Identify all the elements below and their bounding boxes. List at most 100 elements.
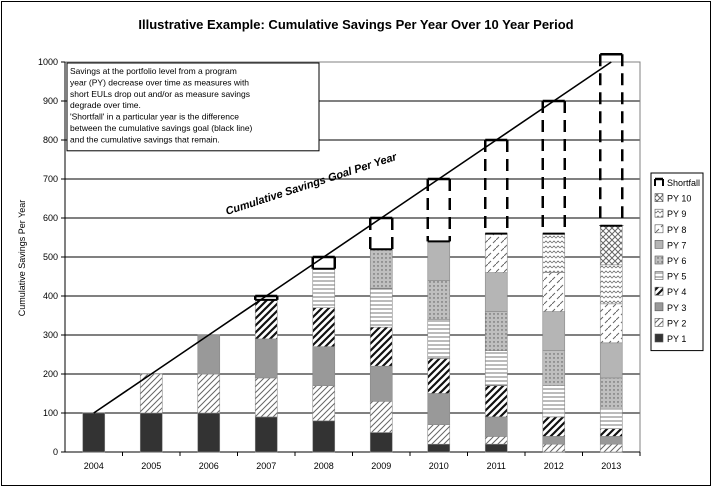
bar-segment-py-1 (197, 412, 221, 453)
legend-swatch (654, 286, 664, 296)
bar-segment-py-9 (599, 264, 623, 305)
legend-swatch (654, 318, 664, 327)
bar-segment-py-2 (484, 436, 508, 445)
legend-label: PY 4 (667, 287, 686, 297)
y-tick-label: 300 (43, 330, 58, 340)
x-tick-label: 2007 (256, 461, 276, 471)
bar-segment-py-4 (254, 299, 278, 340)
bar-segment-py-1 (369, 432, 393, 453)
bar-segment-py-4 (484, 385, 508, 418)
annotation-line: year (PY) decrease over time as measures… (70, 77, 249, 87)
bar-segment-py-5 (427, 319, 451, 359)
y-tick-label: 800 (43, 135, 58, 145)
legend-swatch (654, 224, 664, 234)
legend-item: Shortfall (654, 177, 700, 188)
legend-label: PY 9 (667, 209, 686, 219)
legend-item: PY 8 (654, 224, 686, 235)
bar-segment-py-8 (484, 233, 508, 273)
legend-label: PY 6 (667, 256, 686, 266)
bar-segment-py-1 (312, 420, 336, 453)
stacked-bars (82, 52, 624, 453)
bar-segment-py-3 (369, 365, 393, 402)
legend-swatch (654, 255, 664, 265)
cumulative-goal-line (93, 61, 612, 414)
annotation-line: 'Shortfall' in a particular year is the … (70, 112, 239, 122)
x-tick-label: 2006 (199, 461, 219, 471)
bar-segment-py-6 (542, 350, 566, 387)
bar-segment-py-3 (427, 393, 451, 426)
bar-segment-py-2 (542, 443, 566, 453)
y-tick-label: 600 (43, 213, 58, 223)
y-tick-label: 700 (43, 174, 58, 184)
annotation-line: and the cumulative savings that remain. (70, 134, 220, 144)
bar-segment-py-4 (427, 358, 451, 394)
bar-segment-shortfall (426, 177, 451, 243)
bar-segment-py-1 (139, 412, 163, 453)
bar-segment-py-5 (542, 385, 566, 418)
bar-segment-py-1 (254, 416, 278, 453)
bar-segment-py-5 (312, 268, 336, 309)
legend-item: PY 3 (654, 302, 686, 313)
y-tick-label: 200 (43, 369, 58, 379)
legend-label: PY 2 (667, 318, 686, 328)
bar-segment-shortfall (599, 52, 624, 227)
bar-segment-shortfall (484, 138, 509, 235)
legend-swatch (654, 208, 664, 218)
legend-label: PY 10 (667, 194, 691, 204)
legend-item: PY 6 (654, 255, 686, 266)
bar-segment-shortfall (541, 99, 566, 235)
bar-segment-py-4 (369, 326, 393, 367)
bar-segment-py-2 (197, 373, 221, 414)
legend-label: Shortfall (667, 178, 700, 188)
x-tick-label: 2005 (141, 461, 161, 471)
bar-segment-py-6 (599, 377, 623, 410)
bar-segment-py-3 (312, 346, 336, 387)
bar-segment-py-10 (599, 225, 623, 266)
bar-segment-py-7 (542, 311, 566, 351)
bar-segment-py-3 (254, 338, 278, 379)
bar-segment-py-7 (484, 272, 508, 312)
bar-segment-py-8 (542, 272, 566, 312)
bar-segment-py-2 (369, 400, 393, 433)
bar-segment-py-1 (427, 443, 451, 453)
bar-segment-py-6 (484, 311, 508, 351)
x-tick-label: 2013 (601, 461, 621, 471)
goal-line-path (93, 61, 612, 414)
y-tick-label: 0 (53, 447, 58, 457)
bar-segment-py-1 (484, 443, 508, 453)
bar-segment-py-2 (312, 385, 336, 422)
bar-segment-py-7 (599, 342, 623, 379)
legend-label: PY 7 (667, 240, 686, 250)
annotation-line: Savings at the portfolio level from a pr… (70, 66, 237, 76)
y-axis-ticks: 0 100 200 300 400 500 600 700 800 900 1000 (38, 57, 65, 457)
bar-segment-shortfall (369, 216, 394, 251)
y-tick-label: 900 (43, 96, 58, 106)
bar-segment-py-4 (542, 416, 566, 437)
bar-segment-py-6 (369, 248, 393, 289)
bar-segment-py-2 (254, 377, 278, 418)
bar-segment-py-1 (82, 412, 106, 453)
annotation-box-border (66, 62, 320, 152)
bar-segment-py-7 (427, 241, 451, 281)
bar-segment-py-9 (542, 233, 566, 273)
legend-label: PY 1 (667, 334, 686, 344)
legend-label: PY 3 (667, 303, 686, 313)
x-axis-ticks: 2004 2005 2006 2007 2008 2009 2010 2011 2012 2013 (84, 452, 641, 471)
bar-segment-py-4 (312, 307, 336, 348)
annotation-box: Savings at the portfolio level from a pr… (66, 62, 320, 152)
legend-swatch (654, 302, 664, 312)
legend-item: PY 10 (654, 193, 691, 204)
goal-line-label: Cumulative Savings Goal Per Year (224, 151, 399, 218)
legend-item: PY 2 (654, 318, 686, 328)
legend: Shortfall PY 10 PY 9 PY 8 PY 7 PY 6 PY 5 PY 4 PY… (650, 172, 704, 352)
bar-segment-py-3 (484, 416, 508, 437)
bar-segment-py-8 (599, 303, 623, 344)
legend-swatch (654, 193, 664, 202)
chart-title: Illustrative Example: Cumulative Savings… (138, 17, 573, 32)
bar-segment-py-5 (599, 408, 623, 429)
legend-item: PY 7 (654, 240, 686, 250)
y-tick-label: 400 (43, 291, 58, 301)
annotation-line: degrade over time. (70, 100, 141, 110)
bar-segment-py-6 (427, 280, 451, 320)
x-tick-label: 2009 (371, 461, 391, 471)
